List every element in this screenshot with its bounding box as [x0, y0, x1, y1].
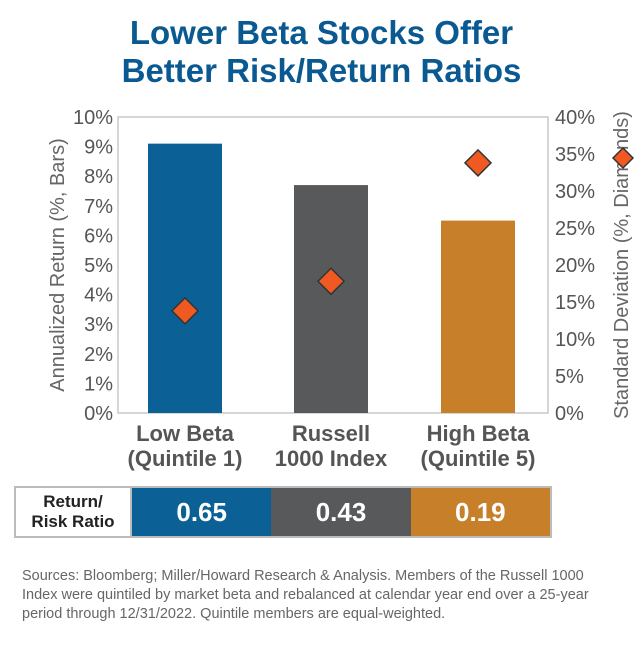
- ratio-cell-russell: 0.43: [271, 488, 411, 536]
- category-label: High Beta: [427, 421, 530, 446]
- bars-group: [148, 143, 515, 413]
- chart-title-line1: Lower Beta Stocks Offer: [129, 14, 514, 51]
- diamond-high-beta: [463, 148, 493, 177]
- right-tick-label: 20%: [555, 255, 595, 277]
- right-tick-label: 10%: [555, 329, 595, 351]
- left-tick-label: 8%: [84, 166, 113, 188]
- category-label: 1000 Index: [275, 446, 388, 471]
- diamonds-group: [170, 148, 493, 325]
- diamond-russell-1000: [316, 267, 346, 296]
- ratio-value-russell: 0.43: [315, 496, 367, 527]
- right-tick-label: 5%: [555, 366, 584, 388]
- ratio-table: Return/ Risk Ratio 0.65 0.43 0.19: [14, 486, 552, 538]
- left-tick-label: 5%: [84, 255, 113, 277]
- right-tick-label: 25%: [555, 218, 595, 240]
- left-axis-ticks: 0% 1% 2% 3% 4% 5% 6% 7% 8% 9% 10%: [73, 107, 113, 425]
- right-axis-ticks: 0% 5% 10% 15% 20% 25% 30% 35% 40%: [555, 107, 595, 425]
- left-tick-label: 10%: [73, 107, 113, 129]
- right-tick-label: 30%: [555, 181, 595, 203]
- ratio-label-line2: Risk Ratio: [31, 512, 115, 531]
- right-tick-label: 35%: [555, 144, 595, 166]
- right-tick-label: 0%: [555, 403, 584, 425]
- ratio-value-low-beta: 0.65: [176, 496, 227, 527]
- ratio-cell-high-beta: 0.19: [410, 488, 550, 536]
- left-tick-label: 9%: [84, 137, 113, 159]
- category-label: (Quintile 5): [421, 446, 536, 471]
- sources-note: Sources: Bloomberg; Miller/Howard Resear…: [22, 568, 589, 622]
- ratio-label: Return/ Risk Ratio: [16, 488, 132, 536]
- right-tick-label: 40%: [555, 107, 595, 129]
- left-tick-label: 4%: [84, 285, 113, 307]
- right-axis-title: Standard Deviation (%, Diamonds): [611, 111, 633, 419]
- left-tick-label: 6%: [84, 225, 113, 247]
- left-tick-label: 3%: [84, 314, 113, 336]
- left-tick-label: 2%: [84, 344, 113, 366]
- left-tick-label: 0%: [84, 403, 113, 425]
- category-label: Russell: [292, 421, 370, 446]
- bar-low-beta: [148, 143, 222, 413]
- left-axis-title: Annualized Return (%, Bars): [47, 138, 69, 391]
- ratio-value-high-beta: 0.19: [455, 496, 506, 527]
- legend-diamond-marker: [611, 146, 635, 170]
- category-label: (Quintile 1): [128, 446, 243, 471]
- right-tick-label: 15%: [555, 292, 595, 314]
- left-tick-label: 1%: [84, 373, 113, 395]
- bar-russell-1000: [294, 185, 368, 413]
- ratio-label-line1: Return/: [43, 492, 103, 511]
- chart-title-line2: Better Risk/Return Ratios: [121, 52, 522, 89]
- diamond-low-beta: [170, 296, 200, 325]
- ratio-cell-low-beta: 0.65: [132, 488, 272, 536]
- chart-title: Lower Beta Stocks Offer Better Risk/Retu…: [0, 14, 643, 90]
- chart-svg: 0% 1% 2% 3% 4% 5% 6% 7% 8% 9% 10% 0% 5% 10% 15% 20% 25%…: [47, 107, 635, 471]
- category-label: Low Beta: [136, 421, 235, 446]
- left-tick-label: 7%: [84, 196, 113, 218]
- bar-high-beta: [441, 220, 515, 413]
